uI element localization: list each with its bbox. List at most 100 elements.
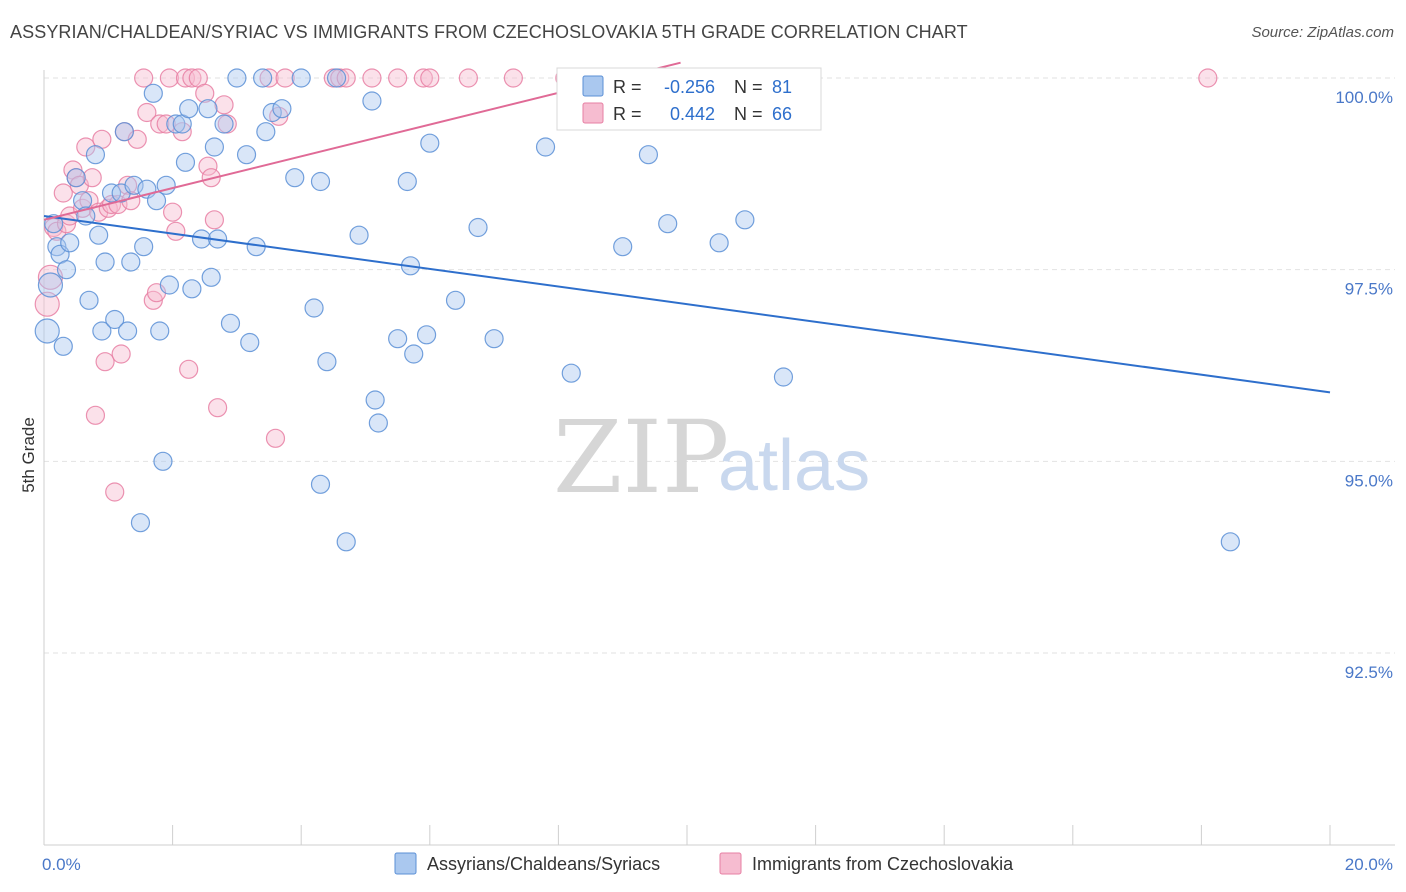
assyrian-point-52 — [285, 168, 305, 188]
czechoslovakia-point-35 — [166, 221, 186, 241]
assyrian-point-38 — [198, 99, 218, 119]
czechoslovakia-point-4 — [53, 183, 73, 203]
assyrian-point-44 — [227, 68, 247, 88]
assyrian-point-63 — [368, 413, 388, 433]
assyrian-point-35 — [179, 99, 199, 119]
czechoslovakia-point-13 — [82, 168, 102, 188]
czechoslovakia-point-46 — [214, 95, 234, 115]
assyrian-point-6 — [56, 260, 77, 280]
assyrian-point-20 — [117, 321, 138, 341]
czechoslovakia-point-24 — [117, 175, 138, 195]
czechoslovakia-point-41 — [195, 83, 215, 103]
czechoslovakia-point-56 — [388, 68, 408, 88]
y-tick-label-1: 95.0% — [1345, 471, 1393, 490]
assyrian-point-48 — [253, 68, 273, 88]
assyrian-point-71 — [468, 217, 488, 238]
assyrian-point-13 — [89, 225, 109, 245]
assyrian-point-42 — [214, 114, 234, 134]
assyrian-point-68 — [416, 325, 437, 345]
legend-r-value-2: 0.442 — [670, 104, 715, 124]
assyrian-point-72 — [484, 329, 504, 349]
czechoslovakia-point-60 — [503, 68, 523, 88]
assyrian-point-32 — [166, 114, 186, 134]
assyrian-point-7 — [60, 233, 80, 253]
assyrian-point-1 — [37, 272, 64, 298]
assyrian-point-75 — [613, 237, 633, 257]
legend-n-value-1: 81 — [772, 77, 792, 97]
czechoslovakia-point-22 — [111, 344, 131, 364]
czechoslovakia-point-17 — [95, 352, 115, 372]
assyrian-point-76 — [638, 145, 659, 165]
correlation-legend: R = -0.256 N = 81 R = 0.442 N = 66 — [556, 67, 822, 131]
assyrian-point-21 — [121, 252, 141, 272]
assyrian-point-43 — [220, 313, 241, 333]
legend-swatch-blue — [582, 75, 604, 97]
x-tick-labels: 0.0% 20.0% — [42, 855, 1393, 874]
assyrian-point-58 — [326, 68, 347, 88]
watermark-atlas: atlas — [718, 426, 870, 506]
czechoslovakia-point-31 — [150, 114, 170, 134]
assyrian-point-69 — [420, 133, 440, 153]
assyrian-point-60 — [349, 225, 369, 245]
czechoslovakia-point-36 — [172, 122, 192, 142]
czechoslovakia-point-32 — [156, 114, 176, 134]
czechoslovakia-point-59 — [458, 68, 478, 88]
assyrian-point-45 — [236, 145, 257, 165]
assyrian-point-61 — [362, 91, 382, 111]
assyrian-point-59 — [336, 532, 356, 552]
czechoslovakia-point-49 — [265, 428, 286, 448]
czechoslovakia-point-38 — [179, 359, 199, 379]
czechoslovakia-point-11 — [76, 137, 96, 157]
assyrian-point-62 — [365, 390, 385, 410]
assyrian-point-12 — [85, 145, 106, 165]
czechoslovakia-point-55 — [362, 68, 382, 88]
y-tick-labels: 92.5% 95.0% 97.5% 100.0% — [1335, 88, 1393, 682]
assyrian-point-77 — [658, 214, 678, 234]
assyrian-point-17 — [105, 309, 125, 330]
assyrian-point-65 — [397, 171, 417, 192]
czechoslovakia-point-65 — [1198, 68, 1218, 88]
assyrian-point-78 — [709, 233, 729, 253]
assyrian-point-22 — [124, 175, 144, 195]
czechoslovakia-point-39 — [182, 68, 202, 88]
assyrian-point-26 — [143, 83, 163, 103]
czechoslovakia-point-28 — [137, 102, 157, 123]
assyrian-point-34 — [175, 152, 196, 172]
czechoslovakia-point-48 — [259, 68, 279, 88]
assyrian-point-29 — [153, 451, 173, 471]
series-legend-swatch-pink — [719, 852, 742, 875]
czechoslovakia-point-29 — [143, 290, 163, 310]
watermark-zip: ZIP — [553, 399, 729, 516]
assyrian-point-36 — [182, 279, 202, 299]
legend-r-value-1: -0.256 — [664, 77, 715, 97]
czechoslovakia-point-14 — [85, 405, 106, 425]
czechoslovakia-point-51 — [275, 68, 295, 88]
legend-n-label-2: N = — [734, 104, 763, 124]
assyrian-point-51 — [272, 99, 292, 119]
assyrian-point-67 — [404, 344, 424, 364]
assyrian-point-70 — [445, 290, 466, 310]
y-tick-label-3: 100.0% — [1335, 88, 1393, 107]
assyrian-point-28 — [150, 321, 170, 341]
assyrian-point-0 — [34, 318, 60, 344]
y-tick-label-2: 97.5% — [1345, 280, 1393, 299]
series-legend-label-blue: Assyrians/Chaldeans/Syriacs — [427, 854, 660, 874]
czechoslovakia-point-54 — [336, 68, 356, 88]
assyrian-point-24 — [134, 237, 154, 257]
axes — [43, 70, 1395, 846]
series-legend-label-pink: Immigrants from Czechoslovakia — [752, 854, 1014, 874]
assyrian-point-81 — [1220, 532, 1240, 552]
y-axis-label: 5th Grade — [19, 417, 38, 493]
assyrian-point-56 — [310, 474, 331, 494]
assyrian-point-5 — [53, 336, 73, 356]
assyrian-point-55 — [310, 171, 331, 192]
x-tick-label-1: 20.0% — [1345, 855, 1393, 874]
assyrian-point-64 — [388, 329, 408, 349]
czechoslovakia-point-42 — [198, 156, 218, 176]
czechoslovakia-point-58 — [420, 68, 440, 88]
source-label: Source: ZipAtlas.com — [1251, 24, 1394, 41]
assyrian-point-80 — [773, 367, 794, 387]
x-tick-label-0: 0.0% — [42, 855, 81, 874]
czechoslovakia-point-44 — [204, 210, 224, 230]
czechoslovakia-point-3 — [47, 221, 67, 241]
